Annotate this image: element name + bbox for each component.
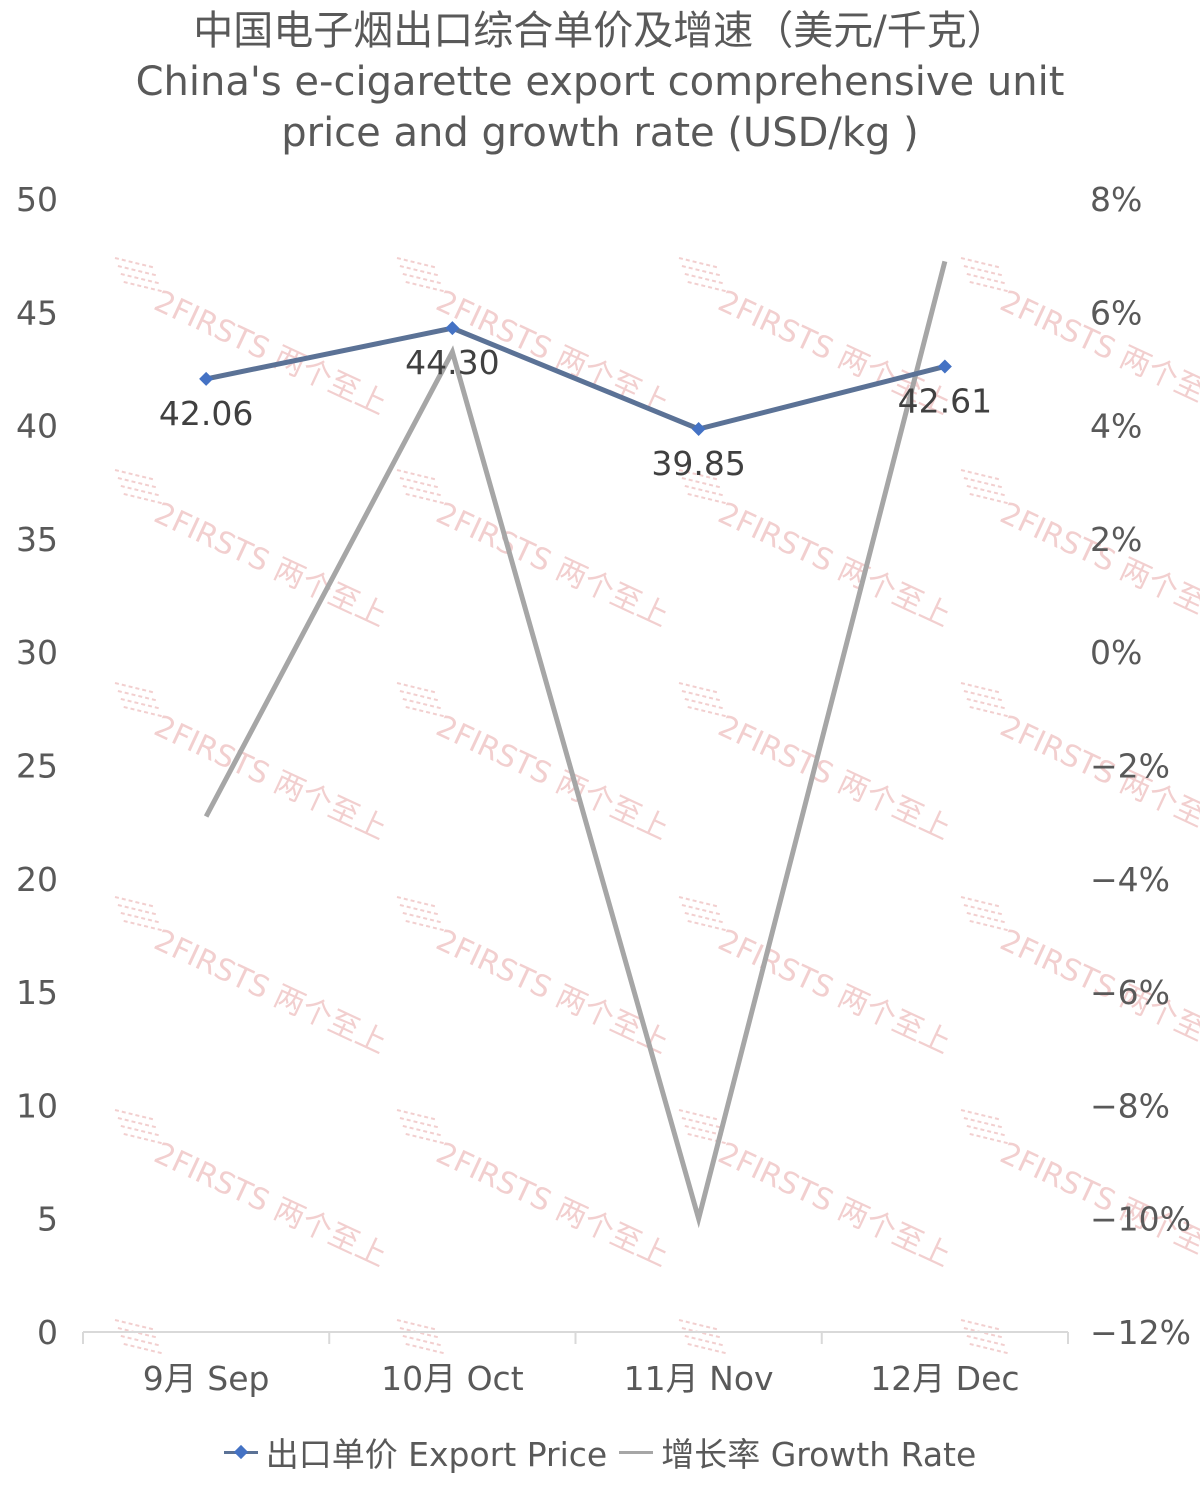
watermark-text: 2FIRSTS 两个至上 bbox=[713, 496, 956, 634]
y-right-tick-label: 4% bbox=[1090, 407, 1142, 446]
y-left-tick-label: 40 bbox=[16, 407, 58, 446]
watermark-logo-icon bbox=[114, 1319, 164, 1355]
y-right-tick-label: 0% bbox=[1090, 633, 1142, 672]
y-left-tick-label: 50 bbox=[16, 180, 58, 219]
export-price-point bbox=[445, 321, 460, 336]
watermark-text: 2FIRSTS 两个至上 bbox=[713, 923, 956, 1061]
y-left-tick-label: 30 bbox=[16, 633, 58, 672]
y-left-tick-label: 5 bbox=[37, 1200, 58, 1239]
watermark-text: 2FIRSTS 两个至上 bbox=[149, 923, 392, 1061]
watermark-logo-icon: 2FIRSTS 两个至上 bbox=[396, 1109, 674, 1274]
y-left-tick-label: 20 bbox=[16, 860, 58, 899]
y-left-tick-label: 10 bbox=[16, 1086, 58, 1125]
watermark-logo-icon: 2FIRSTS 两个至上 bbox=[114, 469, 392, 634]
series-export-price bbox=[199, 321, 952, 436]
watermark-logo-icon: 2FIRSTS 两个至上 bbox=[678, 469, 956, 634]
legend-label-growth-rate: 增长率 Growth Rate bbox=[661, 1435, 977, 1474]
watermark-logo-icon: 2FIRSTS 两个至上 bbox=[396, 896, 674, 1061]
axes: 9月 Sep 10月 Oct 11月 Nov 12月 Dec 0 5 10 15 20 25 30 3… bbox=[16, 180, 1191, 1398]
x-tick-label: 10月 Oct bbox=[381, 1359, 524, 1398]
x-tick-label: 9月 Sep bbox=[143, 1359, 270, 1398]
watermark-text: 2FIRSTS 两个至上 bbox=[713, 1136, 956, 1274]
growth-rate-line bbox=[203, 260, 948, 1229]
title-cn: 中国电子烟出口综合单价及增速（美元/千克） bbox=[193, 8, 1007, 54]
y-right-tick-label: −2% bbox=[1090, 747, 1170, 786]
y-left-tick-label: 35 bbox=[16, 520, 58, 559]
watermark-text: 2FIRSTS 两个至上 bbox=[995, 496, 1200, 634]
export-price-data-label: 42.61 bbox=[898, 381, 992, 420]
title-en-line-1: China's e-cigarette export comprehensive… bbox=[135, 59, 1065, 105]
watermark-logo-icon: 2FIRSTS 两个至上 bbox=[396, 257, 674, 422]
legend-swatch-growth-rate bbox=[619, 1442, 654, 1462]
watermark-text: 2FIRSTS 两个至上 bbox=[431, 1136, 674, 1274]
export-price-data-label: 42.06 bbox=[159, 394, 253, 433]
watermark-text: 2FIRSTS 两个至上 bbox=[431, 496, 674, 634]
watermark-logo-icon bbox=[678, 1319, 728, 1355]
legend-swatch-export-price bbox=[223, 1442, 258, 1462]
legend-item-growth-rate: 增长率 Growth Rate bbox=[619, 1428, 976, 1476]
data-labels: 42.06 44.30 39.85 42.61 bbox=[159, 343, 992, 483]
y-left-tick-label: 25 bbox=[16, 747, 58, 786]
x-tick-label: 12月 Dec bbox=[870, 1359, 1019, 1398]
chart-title: 中国电子烟出口综合单价及增速（美元/千克） China's e-cigarett… bbox=[0, 6, 1200, 159]
export-price-data-label: 39.85 bbox=[651, 444, 745, 483]
export-price-point bbox=[691, 421, 706, 436]
watermark-text: 2FIRSTS 两个至上 bbox=[431, 923, 674, 1061]
watermark-text: 2FIRSTS 两个至上 bbox=[149, 1136, 392, 1274]
watermark-text: 2FIRSTS 两个至上 bbox=[149, 496, 392, 634]
export-price-line bbox=[205, 325, 946, 432]
watermark-text: 2FIRSTS 两个至上 bbox=[431, 709, 674, 847]
watermark-layer: 2FIRSTS 两个至上 2FIRSTS 两个至上 2FIRSTS 两个至上 2FIR… bbox=[114, 257, 1200, 1355]
y-right-tick-label: −10% bbox=[1090, 1200, 1191, 1239]
y-left-tick-label: 0 bbox=[37, 1313, 58, 1352]
watermark-logo-icon bbox=[960, 1319, 1010, 1355]
title-en-line-2: price and growth rate (USD/kg ) bbox=[281, 110, 919, 156]
export-price-data-label: 44.30 bbox=[405, 343, 499, 382]
legend: 出口单价 Export Price 增长率 Growth Rate bbox=[0, 1428, 1200, 1476]
legend-item-export-price: 出口单价 Export Price bbox=[223, 1428, 608, 1476]
watermark-logo-icon: 2FIRSTS 两个至上 bbox=[114, 1109, 392, 1274]
watermark-logo-icon: 2FIRSTS 两个至上 bbox=[678, 896, 956, 1061]
series-growth-rate bbox=[203, 260, 948, 1229]
watermark-logo-icon: 2FIRSTS 两个至上 bbox=[678, 682, 956, 847]
x-tick-label: 11月 Nov bbox=[624, 1359, 774, 1398]
watermark-logo-icon: 2FIRSTS 两个至上 bbox=[960, 469, 1200, 634]
watermark-text: 2FIRSTS 两个至上 bbox=[149, 709, 392, 847]
legend-label-export-price: 出口单价 Export Price bbox=[265, 1435, 608, 1474]
y-right-tick-label: −12% bbox=[1090, 1313, 1191, 1352]
watermark-logo-icon: 2FIRSTS 两个至上 bbox=[114, 896, 392, 1061]
y-right-tick-label: 2% bbox=[1090, 520, 1142, 559]
y-left-tick-label: 15 bbox=[16, 973, 58, 1012]
watermark-logo-icon: 2FIRSTS 两个至上 bbox=[396, 682, 674, 847]
watermark-logo-icon bbox=[396, 1319, 446, 1355]
y-left-tick-label: 45 bbox=[16, 293, 58, 332]
export-price-point bbox=[937, 359, 952, 374]
y-right-tick-label: −6% bbox=[1090, 973, 1170, 1012]
watermark-text: 2FIRSTS 两个至上 bbox=[713, 709, 956, 847]
watermark-logo-icon: 2FIRSTS 两个至上 bbox=[960, 1109, 1200, 1274]
y-right-tick-label: 8% bbox=[1090, 180, 1142, 219]
y-right-tick-label: 6% bbox=[1090, 293, 1142, 332]
y-right-tick-label: −4% bbox=[1090, 860, 1170, 899]
export-price-point bbox=[199, 371, 214, 386]
watermark-logo-icon: 2FIRSTS 两个至上 bbox=[396, 469, 674, 634]
watermark-logo-icon: 2FIRSTS 两个至上 bbox=[114, 682, 392, 847]
y-right-tick-label: −8% bbox=[1090, 1086, 1170, 1125]
